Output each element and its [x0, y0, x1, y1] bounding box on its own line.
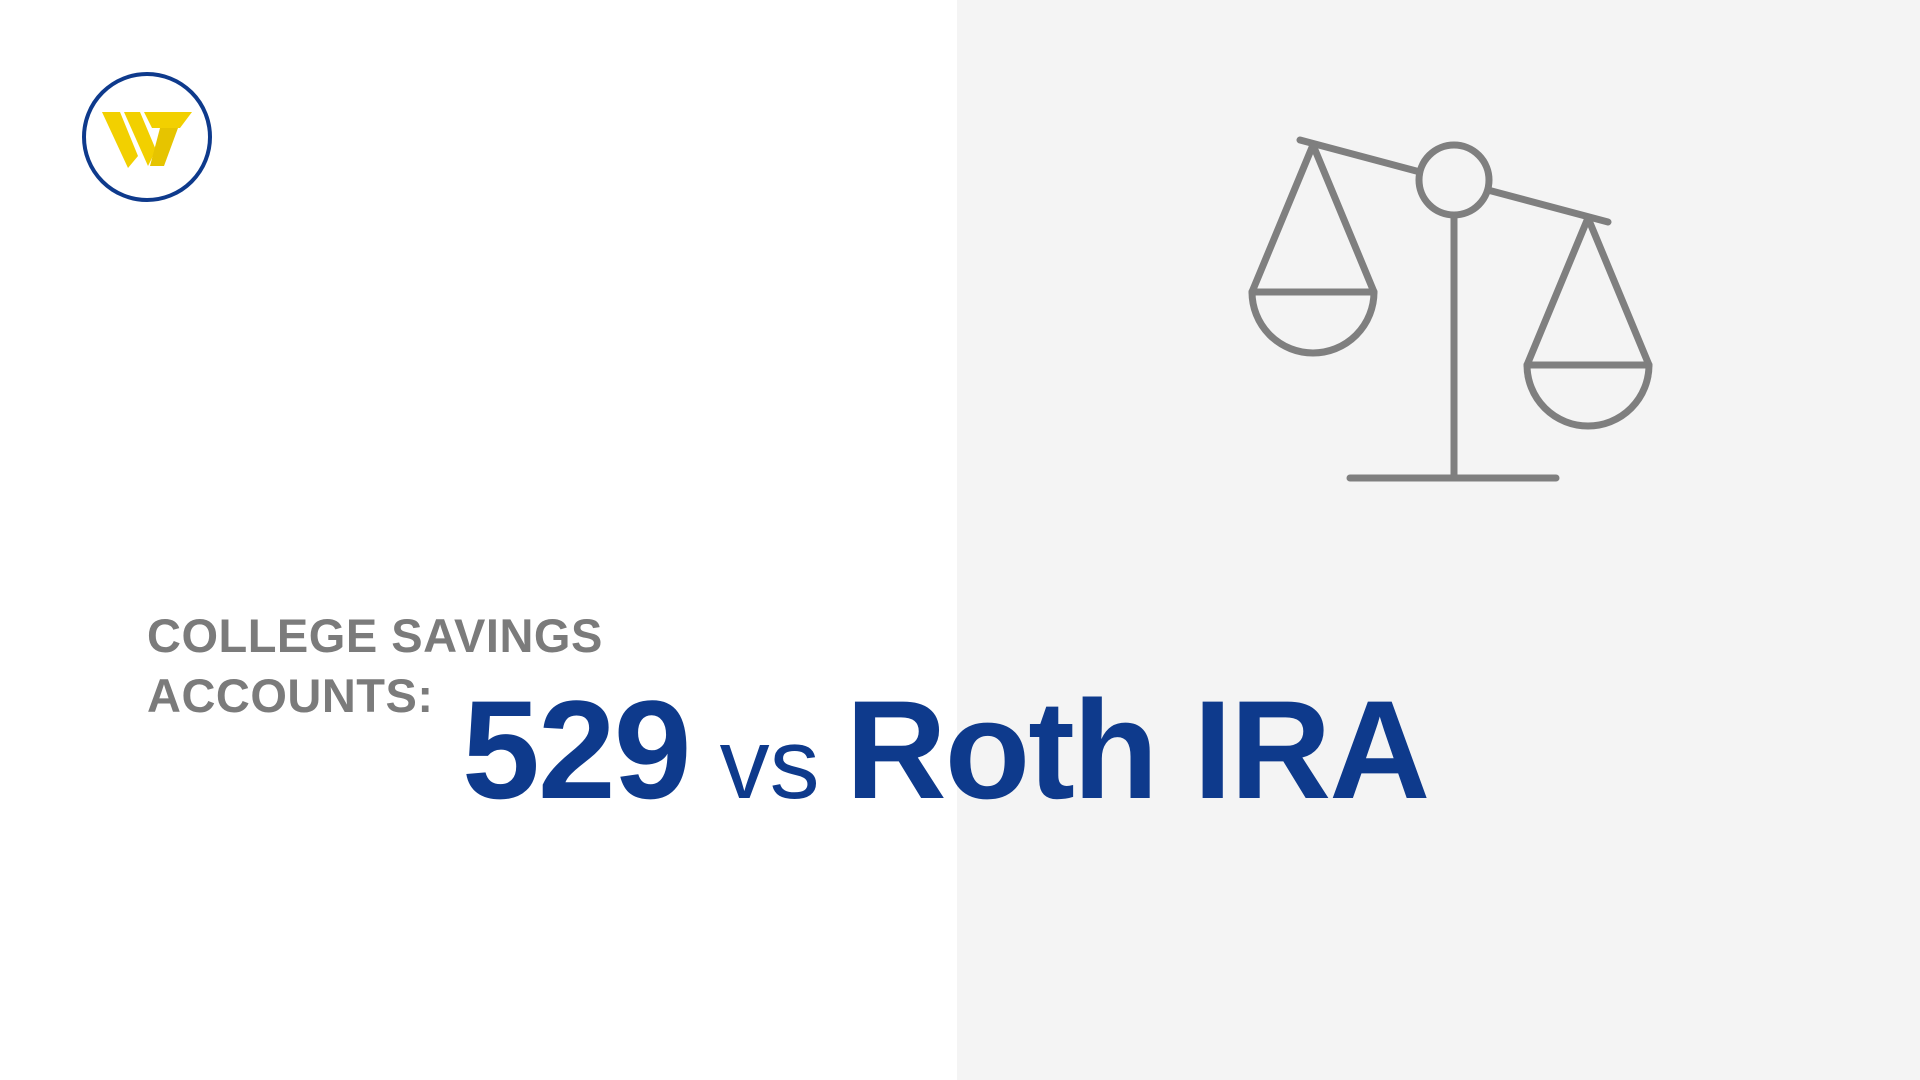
brand-logo-icon [80, 70, 214, 204]
slide-headline: 529 vs Roth IRA [462, 680, 1430, 864]
slide-subtitle: COLLEGE SAVINGS ACCOUNTS: [147, 609, 603, 722]
headline-roth-ira: Roth IRA [845, 671, 1431, 828]
headline-vs: vs [719, 708, 820, 820]
balance-scale-icon [1230, 120, 1670, 490]
headline-529: 529 [462, 671, 692, 828]
